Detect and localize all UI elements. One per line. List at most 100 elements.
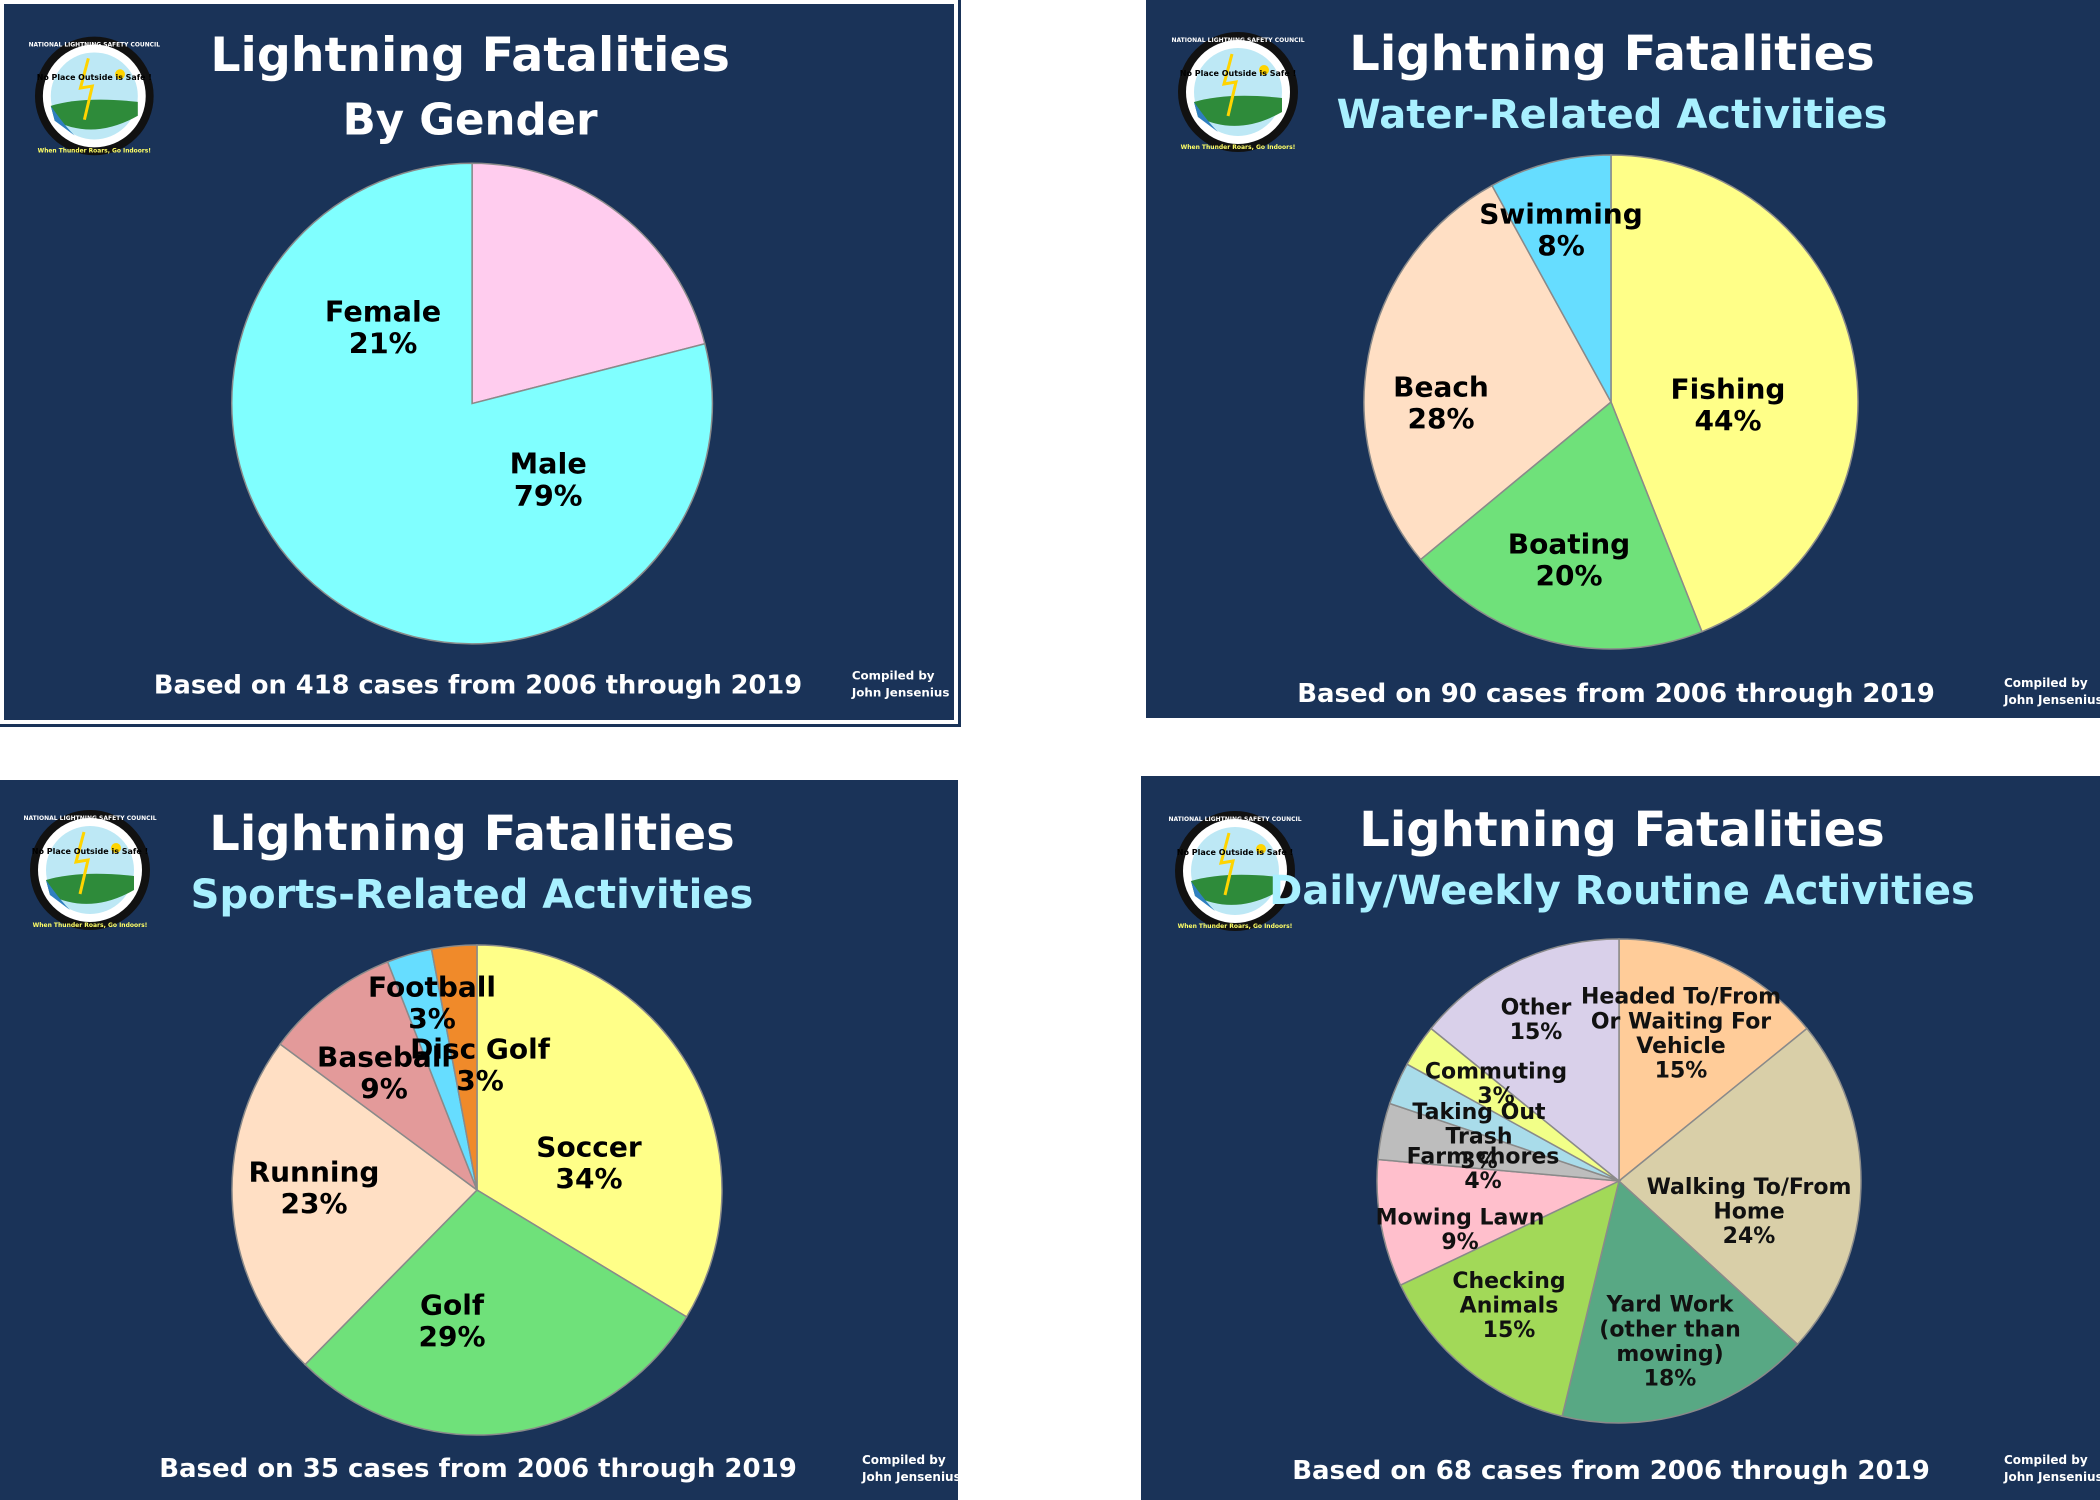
slice-value-beach: 28% bbox=[1407, 402, 1474, 435]
slice-value-baseball: 9% bbox=[360, 1072, 408, 1105]
pie-chart-gender: No Place Outside is Safe ! NATIONAL LIGH… bbox=[29, 28, 950, 700]
logo-org: NATIONAL LIGHTNING SAFETY COUNCIL bbox=[1168, 816, 1301, 823]
slice-value-mowing-lawn: 9% bbox=[1441, 1230, 1478, 1255]
credit-line-1: Compiled by bbox=[2004, 676, 2088, 690]
nlsc-logo: No Place Outside is Safe ! NATIONAL LIGH… bbox=[1171, 32, 1305, 152]
logo-slogan: When Thunder Roars, Go Indoors! bbox=[1181, 144, 1296, 151]
slice-value-soccer: 34% bbox=[555, 1162, 622, 1195]
credit-line-2: John Jensenius bbox=[861, 1470, 961, 1484]
credit-line-2: John Jensenius bbox=[2003, 1470, 2100, 1484]
slice-label-golf: Golf bbox=[420, 1289, 485, 1322]
credit-line-2: John Jensenius bbox=[2003, 693, 2100, 707]
chart-footnote: Based on 90 cases from 2006 through 2019 bbox=[1297, 679, 1935, 709]
slice-label-baseball: Baseball bbox=[317, 1041, 451, 1074]
slice-value-yard-work-other-than-mowing: 18% bbox=[1644, 1367, 1697, 1392]
slice-value-football: 3% bbox=[408, 1002, 456, 1035]
slice-value-swimming: 8% bbox=[1537, 229, 1585, 262]
pie-slice-walking-to-from-home bbox=[1617, 1027, 1862, 1346]
pie-slice-other bbox=[1430, 938, 1620, 1183]
slice-value-checking-animals: 15% bbox=[1483, 1318, 1536, 1343]
pie-slice-fishing bbox=[1610, 154, 1859, 633]
pie-chart-water: No Place Outside is Safe ! NATIONAL LIGH… bbox=[1171, 26, 2100, 709]
slice-value-running: 23% bbox=[280, 1187, 347, 1220]
slice-value-fishing: 44% bbox=[1694, 404, 1761, 437]
slice-label-yard-work-other-than-mowing: Yard Work (other than mowing) bbox=[1599, 1293, 1740, 1367]
chart-title: Lightning Fatalities bbox=[1349, 26, 1875, 82]
slice-label-boating: Boating bbox=[1508, 528, 1630, 561]
chart-panel-routine: No Place Outside is Safe ! NATIONAL LIGH… bbox=[1141, 776, 2100, 1500]
chart-panel-gender: No Place Outside is Safe ! NATIONAL LIGH… bbox=[0, 0, 961, 727]
credit-line-2: John Jensenius bbox=[851, 685, 950, 699]
slice-label-soccer: Soccer bbox=[536, 1131, 642, 1164]
slice-label-other: Other bbox=[1501, 995, 1572, 1020]
logo-org: NATIONAL LIGHTNING SAFETY COUNCIL bbox=[23, 815, 156, 822]
pie-slice-yard-work-other-than-mowing bbox=[1561, 1179, 1799, 1424]
credit-line-1: Compiled by bbox=[852, 668, 935, 682]
logo-slogan: When Thunder Roars, Go Indoors! bbox=[1178, 923, 1293, 930]
slice-value-other: 15% bbox=[1510, 1020, 1563, 1045]
slice-label-disc-golf: Disc Golf bbox=[410, 1033, 551, 1066]
chart-subtitle: Sports-Related Activities bbox=[191, 872, 754, 918]
nlsc-logo: No Place Outside is Safe ! NATIONAL LIGH… bbox=[23, 810, 157, 930]
slice-label-commuting: Commuting bbox=[1425, 1059, 1567, 1084]
logo-motto: No Place Outside is Safe ! bbox=[1180, 69, 1296, 78]
slice-label-headed-to-from-or-waiting-for-vehicle: Headed To/From Or Waiting For Vehicle bbox=[1581, 985, 1781, 1059]
chart-subtitle: By Gender bbox=[343, 96, 598, 146]
pie-slice-checking-animals bbox=[1399, 1179, 1621, 1418]
pie-slice-swimming bbox=[1490, 154, 1612, 403]
logo-slogan: When Thunder Roars, Go Indoors! bbox=[33, 922, 148, 929]
pie-chart-sports: No Place Outside is Safe ! NATIONAL LIGH… bbox=[23, 806, 961, 1484]
chart-subtitle: Daily/Weekly Routine Activities bbox=[1269, 868, 1975, 914]
pie-slice-female bbox=[471, 162, 706, 405]
chart-footnote: Based on 418 cases from 2006 through 201… bbox=[154, 670, 802, 700]
slice-value-golf: 29% bbox=[418, 1320, 485, 1353]
chart-title: Lightning Fatalities bbox=[1359, 802, 1885, 858]
pie-slice-headed-to-from-or-waiting-for-vehicle bbox=[1618, 938, 1808, 1183]
slice-value-taking-out-trash: 3% bbox=[1460, 1149, 1497, 1174]
pie-slice-boating bbox=[1419, 400, 1703, 650]
slice-label-farm-chores: Farm chores bbox=[1407, 1144, 1560, 1169]
pie-slice-running bbox=[231, 1043, 479, 1366]
slice-value-farm-chores: 4% bbox=[1464, 1169, 1501, 1194]
chart-subtitle: Water-Related Activities bbox=[1337, 92, 1888, 138]
nlsc-logo: No Place Outside is Safe ! NATIONAL LIGH… bbox=[29, 36, 161, 156]
slice-label-walking-to-from-home: Walking To/From Home bbox=[1647, 1175, 1852, 1225]
credit-line-1: Compiled by bbox=[862, 1453, 946, 1467]
chart-title: Lightning Fatalities bbox=[209, 806, 735, 862]
chart-footnote: Based on 68 cases from 2006 through 2019 bbox=[1292, 1456, 1930, 1486]
pie-slice-baseball bbox=[279, 960, 479, 1193]
credit-line-1: Compiled by bbox=[2004, 1453, 2088, 1467]
slice-label-mowing-lawn: Mowing Lawn bbox=[1376, 1205, 1545, 1230]
logo-motto: No Place Outside is Safe ! bbox=[1177, 848, 1293, 857]
slice-label-taking-out-trash: Taking Out Trash bbox=[1412, 1100, 1546, 1150]
slice-value-female: 21% bbox=[349, 327, 418, 361]
slice-label-fishing: Fishing bbox=[1671, 373, 1786, 406]
pie-slice-disc-golf bbox=[430, 944, 478, 1191]
slice-label-running: Running bbox=[249, 1156, 380, 1189]
slice-value-male: 79% bbox=[514, 479, 583, 513]
slice-label-football: Football bbox=[368, 971, 496, 1004]
slice-value-commuting: 3% bbox=[1477, 1084, 1514, 1109]
chart-panel-sports: No Place Outside is Safe ! NATIONAL LIGH… bbox=[0, 780, 961, 1500]
pie-chart-routine: No Place Outside is Safe ! NATIONAL LIGH… bbox=[1168, 802, 2100, 1486]
nlsc-logo: No Place Outside is Safe ! NATIONAL LIGH… bbox=[1168, 811, 1302, 931]
pie-slice-mowing-lawn bbox=[1376, 1158, 1622, 1287]
pie-slice-soccer bbox=[476, 944, 723, 1318]
chart-footnote: Based on 35 cases from 2006 through 2019 bbox=[159, 1454, 797, 1484]
slice-label-swimming: Swimming bbox=[1479, 198, 1643, 231]
logo-slogan: When Thunder Roars, Go Indoors! bbox=[38, 147, 151, 154]
slice-value-boating: 20% bbox=[1535, 559, 1602, 592]
pie-slice-beach bbox=[1363, 184, 1612, 561]
slice-label-female: Female bbox=[325, 294, 441, 328]
chart-panel-water: No Place Outside is Safe ! NATIONAL LIGH… bbox=[1146, 0, 2100, 718]
logo-org: NATIONAL LIGHTNING SAFETY COUNCIL bbox=[29, 42, 161, 49]
slice-value-disc-golf: 3% bbox=[456, 1064, 504, 1097]
slice-label-beach: Beach bbox=[1393, 371, 1489, 404]
slice-label-male: Male bbox=[510, 447, 587, 481]
pie-slice-golf bbox=[304, 1189, 688, 1436]
pie-slice-male bbox=[231, 162, 714, 645]
logo-motto: No Place Outside is Safe ! bbox=[32, 847, 148, 856]
logo-motto: No Place Outside is Safe ! bbox=[37, 73, 152, 82]
chart-title: Lightning Fatalities bbox=[210, 28, 730, 83]
slice-value-headed-to-from-or-waiting-for-vehicle: 15% bbox=[1655, 1059, 1708, 1084]
